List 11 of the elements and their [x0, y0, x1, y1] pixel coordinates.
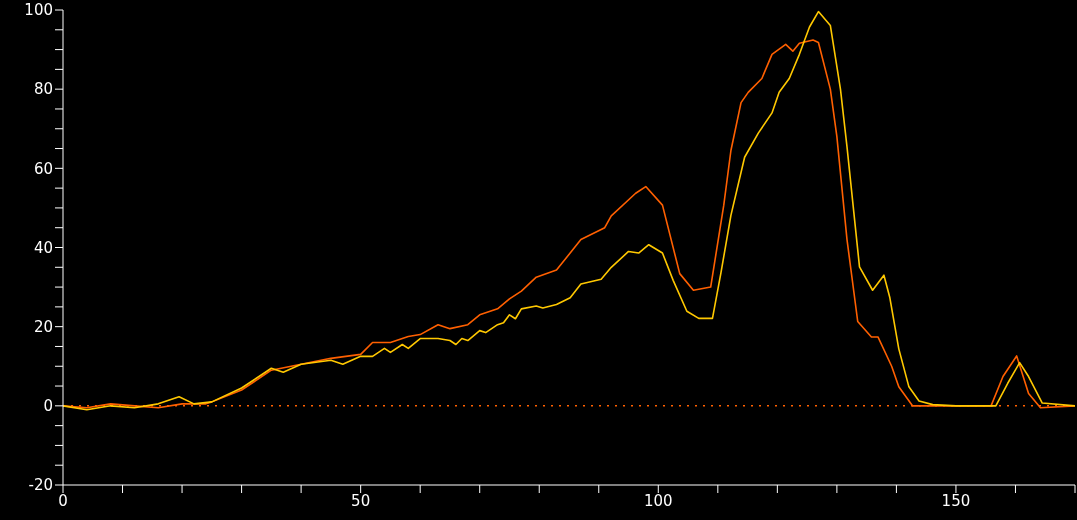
y-tick-label: 40: [33, 238, 53, 257]
x-tick-label: 100: [643, 491, 673, 510]
y-tick-label: 20: [33, 317, 53, 336]
y-tick-label: 0: [43, 397, 53, 416]
x-tick-label: 150: [941, 491, 971, 510]
y-tick-label: 80: [33, 80, 53, 99]
y-tick-label: -20: [28, 476, 53, 495]
y-tick-label: 60: [33, 159, 53, 178]
x-tick-label: 50: [351, 491, 371, 510]
y-tick-label: 100: [24, 1, 53, 20]
x-tick-label: 0: [58, 491, 68, 510]
